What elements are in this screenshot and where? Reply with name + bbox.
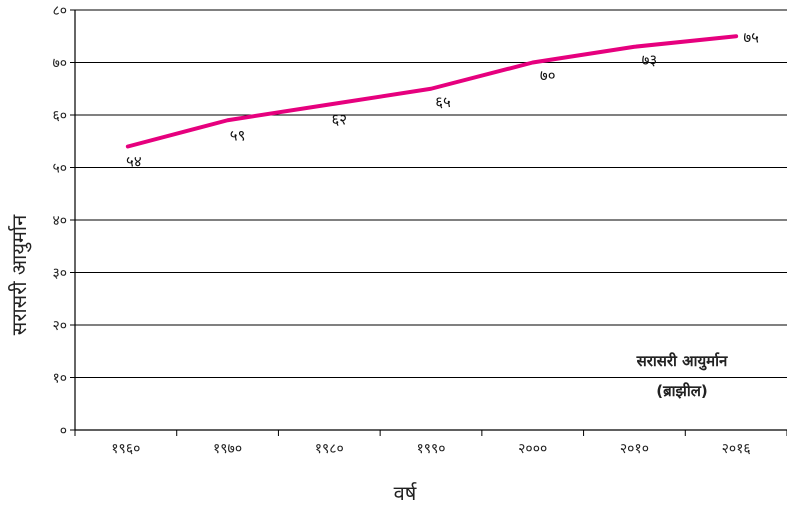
data-label: ५९ [230, 126, 246, 144]
data-label: ५४ [126, 153, 142, 171]
y-tick-label: ४० [52, 213, 67, 229]
x-tick-label: २०१० [620, 441, 649, 457]
y-tick-label: ० [60, 423, 67, 439]
y-axis-title: सरासरी आयुर्मान [7, 214, 32, 335]
data-label: ७० [540, 67, 556, 85]
x-tick-label: १९८० [315, 441, 344, 457]
legend-label-line1: सरासरी आयुर्मान [636, 352, 728, 371]
x-tick-label: १९७० [213, 441, 242, 457]
y-tick-label: ६० [52, 108, 67, 124]
y-tick-label: ७० [52, 56, 67, 72]
y-tick-labels: ० १० २० ३० ४० ५० ६० ७० ८० [52, 3, 67, 439]
y-tick-label: १० [52, 371, 67, 387]
data-label: ७५ [743, 28, 759, 46]
data-label: ७३ [642, 51, 658, 69]
y-tick-label: २० [52, 318, 67, 334]
life-expectancy-line [125, 34, 739, 149]
x-axis-title: वर्ष [394, 481, 418, 505]
data-labels: ५४ ५९ ६२ ६५ ७० ७३ ७५ [126, 28, 759, 170]
x-tick-label: १९९० [416, 441, 445, 457]
gridlines [70, 9, 787, 436]
y-tick-label: ३० [52, 266, 67, 282]
y-tick-label: ८० [52, 3, 67, 19]
x-tick-label: २००० [518, 441, 547, 457]
data-label: ६५ [435, 93, 451, 111]
x-tick-label: १९६० [111, 441, 140, 457]
x-tick-labels: १९६० १९७० १९८० १९९० २००० २०१० २०१६ [111, 441, 750, 457]
y-tick-label: ५० [52, 161, 67, 177]
legend-label-line2: (ब्राझील) [656, 382, 708, 400]
data-label: ६२ [331, 111, 347, 129]
x-tick-label: २०१६ [722, 441, 751, 457]
